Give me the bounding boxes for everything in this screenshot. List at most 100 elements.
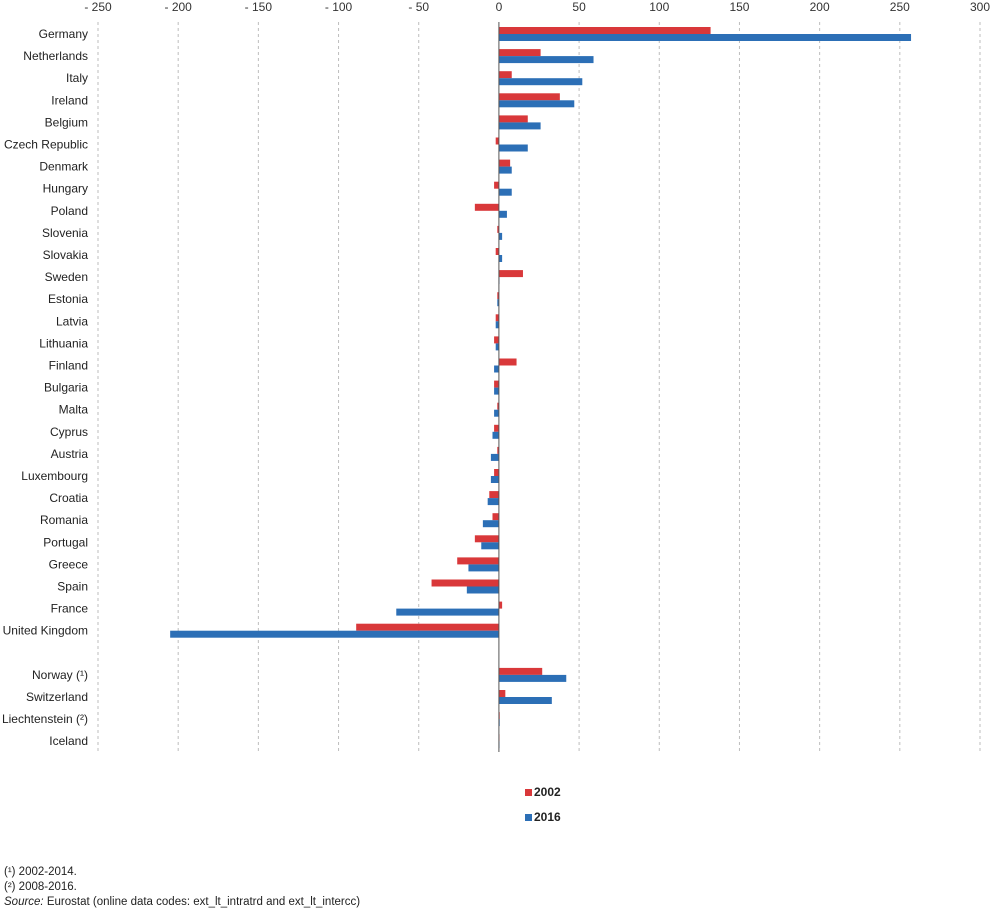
category-label: Luxembourg	[21, 469, 88, 483]
category-label: Belgium	[45, 115, 88, 129]
bar-2002	[495, 137, 499, 145]
bar-2002	[494, 336, 499, 344]
category-label: Liechtenstein (²)	[2, 712, 88, 726]
bar-2016	[494, 387, 499, 395]
x-tick-label: - 150	[245, 0, 273, 14]
bar-2016	[498, 144, 528, 152]
bar-2016	[498, 188, 512, 196]
category-label: Norway (¹)	[32, 668, 88, 682]
bar-2016	[498, 166, 512, 174]
legend-label-2002: 2002	[534, 785, 561, 799]
bar-2002	[498, 601, 503, 609]
bar-2016	[466, 586, 499, 594]
x-tick-label: 250	[890, 0, 910, 14]
bar-2016	[468, 564, 499, 572]
category-label: Cyprus	[50, 425, 88, 439]
bar-2002	[498, 690, 506, 697]
category-label: Estonia	[48, 292, 88, 306]
bar-2002	[494, 469, 499, 476]
bar-2002	[474, 535, 499, 543]
bar-2002	[494, 181, 499, 189]
bar-2002	[356, 623, 499, 631]
x-tick-label: 0	[496, 0, 503, 14]
bar-2002	[498, 159, 511, 167]
bar-2016	[498, 78, 583, 86]
bar-2002	[457, 557, 499, 565]
bar-2016	[498, 100, 575, 108]
category-label: Croatia	[49, 491, 88, 505]
bar-2016	[490, 453, 499, 461]
x-tick-label: 200	[810, 0, 830, 14]
x-tick-label: - 100	[325, 0, 353, 14]
footnote-1: (¹) 2002-2014.	[4, 866, 77, 878]
bar-2016	[396, 608, 499, 616]
legend-label-2016: 2016	[534, 810, 561, 824]
category-label: Netherlands	[23, 49, 88, 63]
bar-2002	[497, 225, 499, 233]
category-label: Romania	[40, 513, 88, 527]
bar-2016	[498, 210, 507, 218]
bar-2016	[498, 122, 541, 130]
bar-2002	[495, 314, 499, 322]
bar-2002	[498, 270, 523, 278]
bar-2016	[497, 299, 499, 307]
bar-2002	[498, 667, 543, 675]
category-label: Slovakia	[43, 248, 89, 262]
category-label: Italy	[66, 71, 88, 85]
bar-2002	[492, 513, 499, 521]
category-label: Hungary	[43, 182, 88, 196]
category-label: Malta	[59, 403, 89, 417]
legend-swatch-2016	[525, 814, 532, 821]
bar-2002	[498, 27, 711, 34]
bar-2016	[498, 255, 503, 262]
bar-2002	[494, 380, 499, 388]
bar-2016	[498, 34, 912, 41]
bar-2016	[490, 476, 499, 483]
bar-2002	[495, 248, 499, 255]
bar-2002	[494, 424, 499, 432]
source-text: Eurostat (online data codes: ext_lt_intr…	[43, 896, 361, 908]
bar-2002	[497, 402, 499, 410]
bar-2016	[498, 232, 503, 240]
category-label: United Kingdom	[3, 624, 88, 638]
bar-2002	[498, 49, 541, 57]
bar-2002	[498, 115, 528, 123]
category-label: Bulgaria	[44, 381, 88, 395]
bar-2002	[474, 203, 499, 211]
category-label: Sweden	[45, 270, 88, 284]
category-labels: Germany Netherlands Italy Ireland Belgium Cze…	[2, 27, 89, 748]
x-axis-ticks: - 250 - 200 - 150 - 100 - 50 0 50 100 150 200 250 3…	[84, 0, 990, 14]
category-label: Finland	[49, 359, 88, 373]
bars	[170, 27, 912, 749]
bar-2016	[170, 630, 499, 638]
bar-2002	[497, 446, 499, 454]
x-tick-label: - 200	[165, 0, 193, 14]
bar-2016	[494, 365, 499, 373]
category-label: Portugal	[43, 535, 88, 549]
category-label: Poland	[51, 204, 88, 218]
bar-2002	[498, 93, 560, 101]
x-tick-label: 50	[572, 0, 586, 14]
bar-2016	[495, 343, 499, 351]
bar-2016	[482, 520, 499, 528]
source-label: Source:	[4, 896, 44, 908]
category-label: Spain	[57, 580, 88, 594]
category-label: Iceland	[49, 734, 88, 748]
category-label: France	[51, 602, 89, 616]
x-tick-label: 100	[649, 0, 669, 14]
source-note: Source: Eurostat (online data codes: ext…	[4, 896, 360, 908]
bar-2016	[492, 431, 499, 439]
category-label: Denmark	[39, 160, 89, 174]
bar-2016	[498, 674, 567, 682]
category-label: Greece	[49, 557, 89, 571]
bar-2016	[495, 321, 499, 329]
bar-2002	[497, 292, 499, 300]
bar-2002	[498, 358, 517, 366]
bar-2016	[498, 56, 594, 64]
grid-lines	[97, 22, 981, 752]
bar-2016	[487, 498, 499, 506]
bar-2016	[498, 697, 552, 704]
x-tick-label: - 50	[408, 0, 429, 14]
bar-2002	[489, 491, 499, 499]
category-label: Slovenia	[42, 226, 88, 240]
